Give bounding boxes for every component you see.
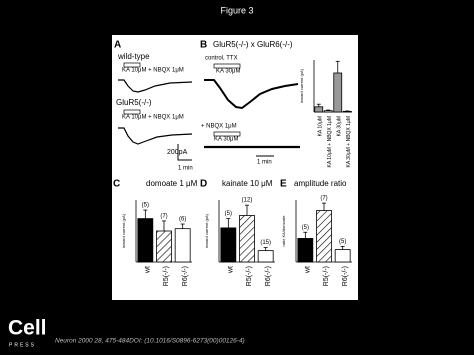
bar [333, 72, 343, 113]
n-label: (7) [160, 214, 167, 220]
category-label: KA 10μM + NBQX 1μM [327, 116, 333, 167]
bar [257, 250, 274, 263]
n-label: (12) [242, 198, 253, 204]
stim-label: KA 10μM + NBQX 1μM [122, 115, 184, 121]
trace [204, 79, 299, 110]
trace [118, 79, 193, 93]
figure-title: Figure 3 [220, 5, 253, 15]
bar [323, 110, 333, 113]
panel-title: domoate 1 μM [146, 179, 198, 188]
n-label: (7) [320, 196, 327, 202]
trace-label: + NBQX 1μM [201, 124, 237, 130]
stim-bar [213, 131, 241, 137]
bar [239, 215, 255, 263]
scale-label: 200pA [167, 149, 188, 156]
panel-label: C [113, 179, 120, 190]
y-axis-label: inward current (pA) [299, 68, 304, 103]
trace-label: GluR5(-/-) [116, 98, 152, 107]
category-label: wt [305, 266, 312, 274]
n-label: (15) [260, 240, 271, 246]
stim-bar [123, 62, 141, 68]
category-label: KA 30μM [337, 116, 343, 136]
category-label: R5(-/-) [323, 266, 330, 286]
bar [342, 110, 352, 113]
n-label: (6) [179, 217, 186, 223]
bar [334, 249, 351, 263]
category-label: R6(-/-) [182, 266, 189, 286]
bar [220, 227, 237, 263]
category-label: R6(-/-) [342, 266, 349, 286]
n-label: (5) [302, 225, 309, 231]
y-axis-label: inward current (pA) [121, 213, 126, 248]
stim-bar [123, 109, 141, 115]
bar [297, 238, 314, 263]
panel-label: E [280, 179, 287, 190]
bar [316, 210, 332, 263]
trace-label: wild-type [117, 52, 150, 61]
panel-title: GluR5(-/-) x GluR6(-/-) [213, 40, 293, 49]
panel-label: B [200, 40, 207, 51]
category-label: R6(-/-) [265, 266, 272, 286]
category-label: R5(-/-) [163, 266, 170, 286]
citation: Neuron 2000 28, 475-484DOI: (10.1016/S08… [55, 338, 245, 345]
panel-title: amplitude ratio [294, 179, 347, 188]
n-label: (5) [339, 239, 346, 245]
trace [118, 127, 193, 145]
n-label: (5) [225, 211, 232, 217]
stim-label: KA 10μM + NBQX 1μM [122, 68, 184, 74]
bar [314, 106, 324, 113]
trace-label: control, TTX [205, 56, 238, 62]
bar [174, 228, 191, 263]
n-label: (5) [142, 203, 149, 209]
stim-label: KA 30μM [214, 137, 238, 143]
scale-label: 1 min [257, 160, 272, 166]
y-axis-label: ratio KA/domoate [281, 215, 286, 247]
bar [137, 218, 154, 263]
category-label: KA 30μM + NBQX 1μM [346, 116, 352, 167]
panel-label: A [114, 40, 121, 51]
logo: Cell [8, 317, 47, 340]
stim-bar [213, 63, 241, 69]
category-label: wt [228, 266, 235, 274]
panel-label: D [200, 179, 207, 190]
category-label: KA 10μM [318, 116, 324, 136]
scale-bar [177, 144, 192, 161]
panel-title: kainate 10 μM [222, 179, 273, 188]
category-label: wt [145, 266, 152, 274]
scale-label: 1 min [178, 166, 193, 172]
y-axis-label: inward current (pA) [204, 213, 209, 248]
bar [156, 230, 172, 263]
logo-sub: PRESS [9, 342, 36, 348]
stim-label: KA 30μM [216, 69, 240, 75]
category-label: R5(-/-) [246, 266, 253, 286]
